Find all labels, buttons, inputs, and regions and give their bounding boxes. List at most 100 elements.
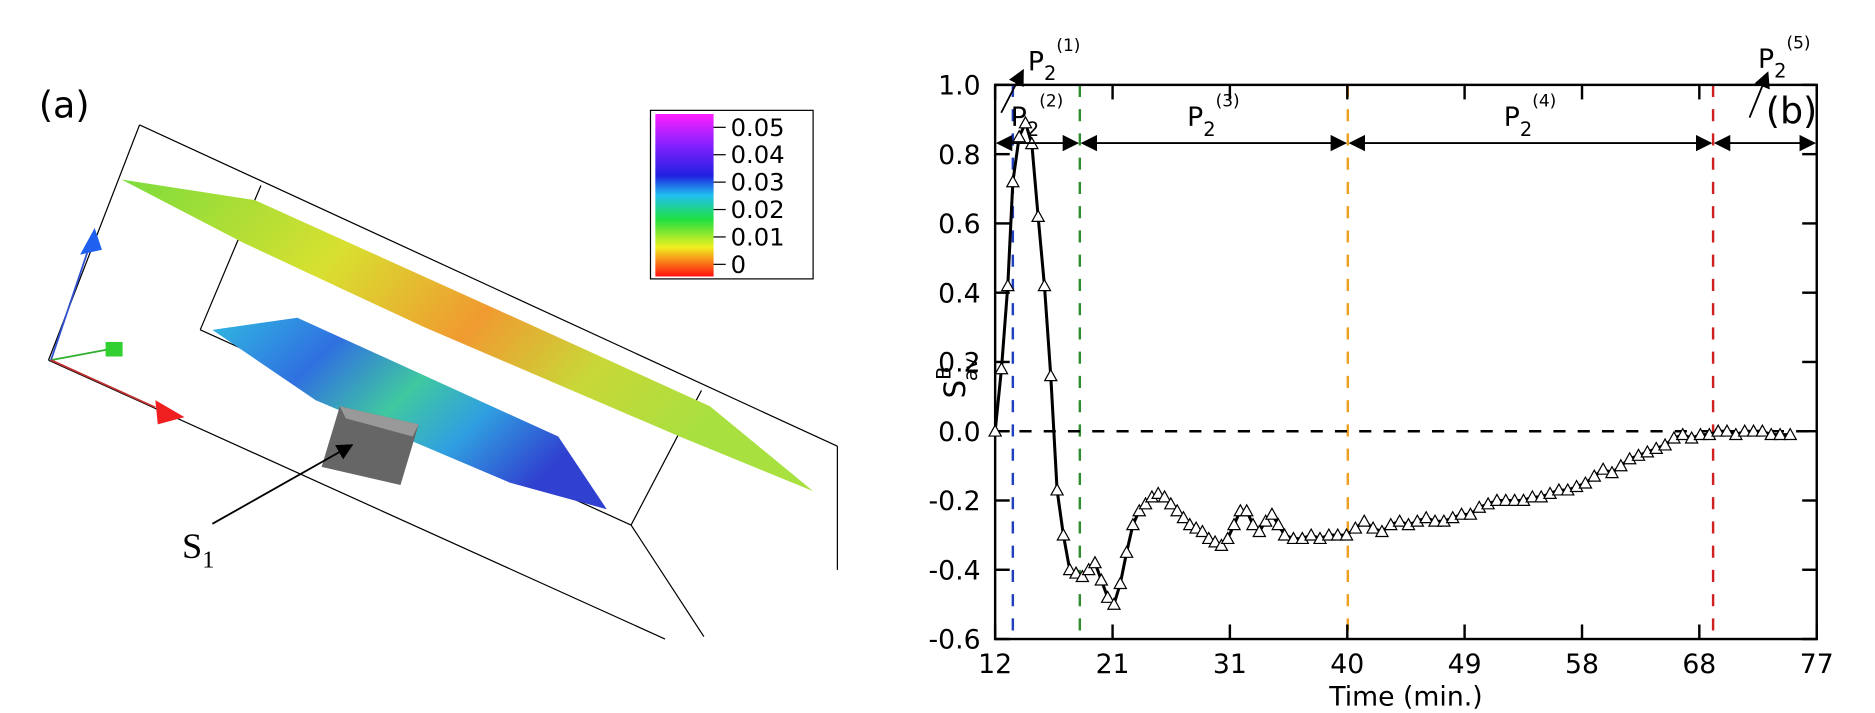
data-marker	[1357, 513, 1372, 527]
data-marker	[1056, 527, 1071, 541]
colorbar-tick-label: 0.05	[731, 113, 785, 142]
data-marker	[1631, 448, 1646, 461]
data-marker	[1000, 278, 1015, 292]
data-marker	[1445, 510, 1460, 524]
data-marker	[1436, 513, 1451, 527]
period-sub: 2	[1774, 60, 1786, 83]
data-marker	[1277, 527, 1292, 541]
data-marker	[994, 361, 1009, 375]
data-marker	[1339, 527, 1354, 541]
data-marker	[1374, 524, 1390, 538]
data-marker	[1507, 493, 1522, 506]
data-marker	[1454, 507, 1469, 520]
data-marker	[1693, 427, 1708, 441]
y-tick-label: -0.6	[929, 625, 981, 656]
data-marker	[1392, 513, 1407, 527]
data-marker	[1005, 174, 1020, 188]
period-text: P	[1011, 102, 1027, 133]
y-tick-label: -0.4	[929, 555, 981, 586]
period-sub: 2	[1027, 118, 1039, 141]
period-callout	[1000, 68, 1024, 114]
data-marker	[1239, 503, 1254, 517]
x-tick-label: 58	[1565, 649, 1599, 680]
lower-plane	[212, 317, 607, 510]
data-marker	[1427, 513, 1443, 527]
data-marker	[1214, 538, 1229, 551]
data-marker	[1463, 507, 1478, 520]
y-tick-label: -0.2	[929, 486, 981, 517]
x-axis-label: Time (min.)	[1328, 682, 1482, 713]
data-marker	[1348, 520, 1363, 534]
data-marker	[1604, 465, 1620, 479]
data-marker	[1100, 590, 1115, 603]
y-tick-label: 0.4	[938, 278, 980, 309]
annotation-subscript: 1	[202, 546, 214, 573]
period-sup: (5)	[1786, 34, 1810, 54]
data-marker	[1113, 576, 1128, 590]
data-marker	[1711, 423, 1726, 437]
data-marker	[1330, 527, 1345, 541]
data-marker	[1304, 527, 1319, 541]
data-marker	[1489, 493, 1505, 506]
data-marker	[1569, 479, 1584, 493]
data-marker	[1783, 427, 1798, 441]
period-text: P	[1758, 44, 1774, 75]
data-marker	[1138, 496, 1153, 510]
data-marker	[1170, 503, 1185, 517]
data-marker	[1772, 427, 1788, 441]
annotation: S1	[182, 526, 214, 574]
data-marker	[1226, 517, 1242, 531]
data-marker	[1295, 531, 1310, 545]
data-marker	[1264, 507, 1280, 520]
colorbar-tick-label: 0.01	[731, 222, 785, 251]
colorbar	[655, 113, 714, 277]
data-marker	[1596, 462, 1611, 475]
data-marker	[1119, 545, 1134, 558]
y-label-sub: av	[959, 358, 982, 381]
y-tick-label: 0.2	[938, 348, 980, 379]
data-marker	[1410, 513, 1425, 527]
data-marker	[1049, 482, 1065, 496]
y-label-sup: B	[932, 367, 955, 380]
data-marker	[1560, 482, 1575, 496]
data-marker	[1472, 500, 1487, 513]
period-callout	[1748, 71, 1770, 118]
y-label-text: S	[938, 380, 972, 398]
x-tick-label: 77	[1800, 649, 1834, 680]
data-marker	[1728, 427, 1743, 441]
data-marker	[1195, 524, 1210, 538]
period-label: P2(3)	[1187, 92, 1240, 141]
data-marker	[1157, 489, 1172, 503]
data-marker	[1640, 444, 1655, 458]
data-marker	[1271, 517, 1286, 531]
x-tick-label: 12	[978, 649, 1012, 680]
data-marker	[1657, 437, 1673, 451]
panel-b: -0.6 -0.4 -0.2 0.0 0.2 0.4 0.6 0.8 1.0 12 21 31 40 49…	[929, 34, 1834, 713]
data-marker	[1702, 427, 1717, 441]
data-marker	[1613, 458, 1628, 472]
y-tick-label: 0.8	[938, 140, 980, 171]
period-sup: (2)	[1039, 92, 1063, 112]
data-marker	[1286, 531, 1301, 545]
period-label: P2(2)	[1011, 92, 1064, 141]
data-marker	[1087, 555, 1103, 569]
data-marker	[1037, 278, 1052, 292]
data-marker	[1018, 115, 1033, 129]
period-sub: 2	[1203, 118, 1215, 141]
data-marker	[1132, 503, 1147, 517]
data-marker	[1675, 427, 1690, 441]
data-marker	[1534, 489, 1549, 503]
data-marker	[1321, 527, 1336, 541]
data-marker	[1764, 427, 1779, 441]
x-tick-label: 21	[1096, 649, 1130, 680]
period-label: P2(4)	[1504, 92, 1557, 141]
x-tick-label: 68	[1682, 649, 1716, 680]
data-marker	[1719, 423, 1735, 437]
data-marker	[1401, 517, 1416, 531]
period-sub: 2	[1520, 118, 1532, 141]
data-marker	[1383, 517, 1398, 531]
data-marker	[1516, 493, 1531, 506]
data-marker	[1551, 482, 1566, 496]
period-text: P	[1187, 102, 1203, 133]
